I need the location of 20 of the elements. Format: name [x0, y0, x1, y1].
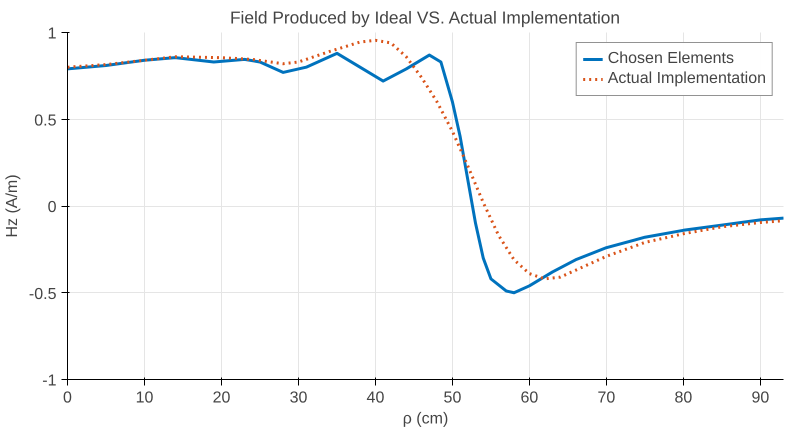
- x-tick-label: 80: [674, 390, 692, 406]
- x-tick-label: 90: [752, 390, 770, 406]
- y-tick-label: -1: [42, 372, 57, 390]
- legend-label: Chosen Elements: [608, 50, 734, 68]
- x-tick-label: 0: [63, 390, 72, 406]
- chart-title: Field Produced by Ideal VS. Actual Implementation: [230, 8, 620, 28]
- x-tick-label: 50: [444, 390, 462, 406]
- y-axis-title: Hz (A/m): [4, 174, 21, 238]
- x-tick-label: 70: [598, 390, 616, 406]
- y-tick-label: 0.5: [34, 112, 57, 130]
- legend-label: Actual Implementation: [608, 70, 766, 88]
- x-tick-label: 10: [136, 390, 154, 406]
- x-tick-label: 20: [212, 390, 230, 406]
- y-tick-label: 0: [48, 199, 57, 216]
- x-tick-label: 60: [520, 390, 538, 406]
- x-tick-label: 30: [290, 390, 308, 406]
- y-tick-label: -0.5: [28, 286, 57, 303]
- x-axis-title: ρ (cm): [402, 410, 448, 428]
- y-tick-label: 1: [48, 26, 57, 42]
- x-tick-label: 40: [366, 390, 384, 406]
